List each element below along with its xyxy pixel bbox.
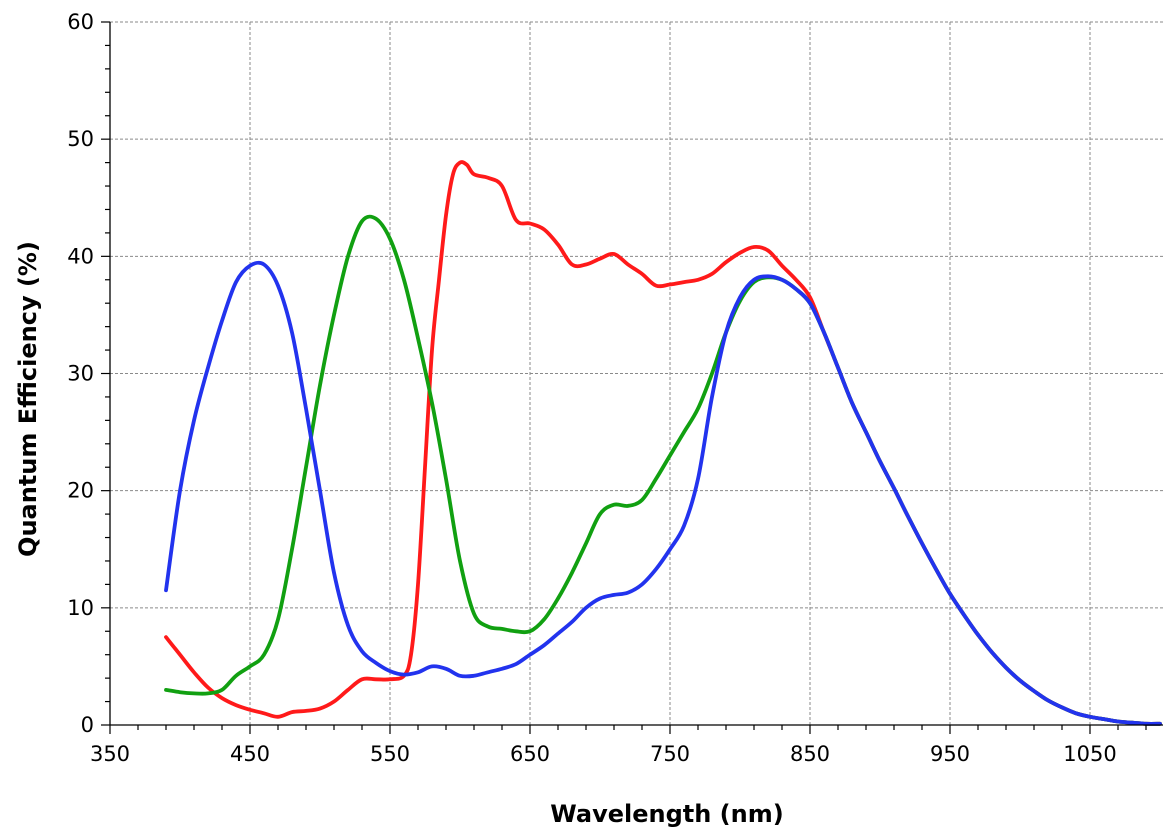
y-tick-label: 40 [67,244,94,268]
x-tick-label: 550 [370,742,410,766]
x-tick-label: 650 [510,742,550,766]
x-tick-label: 450 [230,742,270,766]
x-tick-label: 850 [790,742,830,766]
y-tick-label: 30 [67,362,94,386]
y-tick-label: 60 [67,10,94,34]
axes [101,21,1163,734]
y-axis-title: Quantum Efficiency (%) [14,241,42,557]
x-tick-label: 1050 [1063,742,1116,766]
grid [110,21,1163,725]
x-axis-title: Wavelength (nm) [550,800,783,828]
series-lines [164,160,1162,726]
x-tick-label: 950 [930,742,970,766]
y-tick-label: 10 [67,596,94,620]
y-tick-label: 0 [81,713,94,737]
red-series-line [164,160,1162,726]
y-tick-label: 50 [67,127,94,151]
x-tick-label: 350 [90,742,130,766]
y-tick-label: 20 [67,479,94,503]
blue-series-line [164,260,1162,726]
x-tick-label: 750 [650,742,690,766]
tick-labels: 0 10 20 30 40 50 60 350 450 550 650 750 850 950 1050 [67,10,1116,766]
